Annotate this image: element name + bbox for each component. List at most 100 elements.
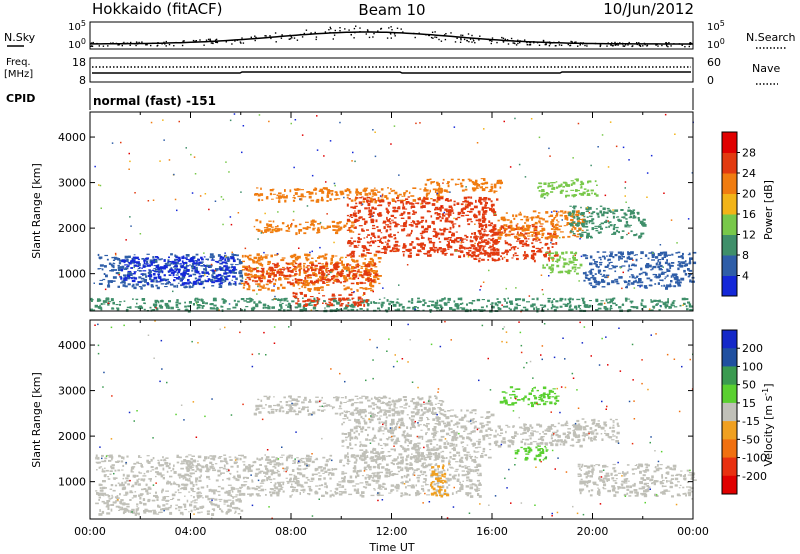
heatmap-cell <box>278 192 282 195</box>
heatmap-cell <box>251 275 256 277</box>
nsearch-dot <box>607 42 609 44</box>
heatmap-cell <box>524 237 527 240</box>
heatmap-cell <box>374 207 377 210</box>
heatmap-cell <box>306 226 309 228</box>
heatmap-cell <box>176 456 180 458</box>
heatmap-cell <box>525 240 528 242</box>
heatmap-speckle <box>129 160 131 163</box>
heatmap-cell <box>469 308 472 312</box>
heatmap-cell <box>353 245 357 248</box>
heatmap-speckle <box>601 134 604 136</box>
heatmap-cell <box>580 212 585 215</box>
heatmap-cell <box>539 304 544 306</box>
heatmap-speckle <box>353 291 355 293</box>
heatmap-cell <box>406 233 411 235</box>
heatmap-cell <box>294 273 297 277</box>
heatmap-cell <box>200 465 204 467</box>
heatmap-cell <box>318 292 321 294</box>
heatmap-cell <box>626 298 631 300</box>
heatmap-cell <box>177 259 180 262</box>
heatmap-cell <box>374 266 378 268</box>
heatmap-cell <box>168 274 172 276</box>
heatmap-cell <box>141 488 144 491</box>
heatmap-speckle <box>540 274 543 276</box>
heatmap-cell <box>111 464 115 466</box>
heatmap-cell <box>610 252 613 255</box>
heatmap-cell <box>616 229 619 233</box>
heatmap-cell <box>168 300 171 303</box>
heatmap-cell <box>638 235 642 239</box>
heatmap-cell <box>595 229 599 232</box>
heatmap-cell <box>197 463 200 466</box>
heatmap-cell <box>642 224 646 227</box>
heatmap-cell <box>227 491 231 494</box>
heatmap-cell <box>195 479 198 483</box>
heatmap-cell <box>586 232 590 236</box>
heatmap-cell <box>107 285 111 288</box>
heatmap-cell <box>467 196 470 199</box>
heatmap-cell <box>465 235 467 237</box>
heatmap-cell <box>582 298 585 302</box>
heatmap-cell <box>155 284 158 287</box>
heatmap-cell <box>123 277 127 280</box>
heatmap-speckle <box>229 216 232 218</box>
heatmap-cell <box>107 507 110 510</box>
heatmap-cell <box>544 236 548 240</box>
heatmap-cell <box>661 271 664 274</box>
nsearch-dot <box>165 40 167 43</box>
heatmap-speckle <box>590 164 592 167</box>
heatmap-cell <box>196 494 198 497</box>
heatmap-cell <box>271 226 274 228</box>
heatmap-cell <box>165 500 170 502</box>
heatmap-cell <box>172 497 175 500</box>
heatmap-cell <box>410 222 413 224</box>
heatmap-cell <box>262 256 265 258</box>
heatmap-cell <box>632 306 637 309</box>
heatmap-cell <box>650 300 654 303</box>
heatmap-cell <box>143 278 147 282</box>
nsearch-dot <box>141 41 143 43</box>
heatmap-speckle <box>398 174 400 176</box>
heatmap-cell <box>516 257 519 261</box>
heatmap-cell <box>370 289 374 292</box>
heatmap-speckle <box>99 184 102 187</box>
heatmap-cell <box>611 265 614 267</box>
heatmap-cell <box>347 241 351 245</box>
heatmap-cell <box>393 234 396 237</box>
heatmap-cell <box>127 483 130 486</box>
heatmap-cell <box>239 486 243 488</box>
heatmap-cell <box>210 259 215 261</box>
heatmap-cell <box>228 490 231 491</box>
heatmap-cell <box>209 488 212 492</box>
heatmap-speckle <box>276 253 279 255</box>
heatmap-cell <box>360 191 363 194</box>
heatmap-cell <box>465 236 469 239</box>
heatmap-cell <box>170 482 173 486</box>
heatmap-cell <box>169 283 174 286</box>
nsky-left-label: N.Sky <box>4 31 36 44</box>
heatmap-cell <box>245 265 249 269</box>
heatmap-cell <box>322 280 325 284</box>
heatmap-cell <box>552 305 556 308</box>
heatmap-cell <box>450 245 453 249</box>
heatmap-cell <box>456 304 460 307</box>
heatmap-cell <box>154 271 159 273</box>
heatmap-cell <box>174 258 177 262</box>
heatmap-cell <box>301 195 305 198</box>
heatmap-cell <box>486 207 490 209</box>
heatmap-cell <box>149 277 152 281</box>
heatmap-cell <box>305 258 310 261</box>
heatmap-cell <box>201 261 204 263</box>
heatmap-cell <box>424 197 429 200</box>
heatmap-cell <box>99 489 104 492</box>
heatmap-cell <box>130 278 134 280</box>
heatmap-cell <box>157 472 161 475</box>
heatmap-cell <box>375 250 378 253</box>
heatmap-speckle <box>329 140 332 142</box>
heatmap-cell <box>514 252 517 255</box>
heatmap-speckle <box>311 250 313 253</box>
heatmap-cell <box>505 259 509 262</box>
heatmap-cell <box>186 273 189 275</box>
heatmap-cell <box>531 216 535 219</box>
